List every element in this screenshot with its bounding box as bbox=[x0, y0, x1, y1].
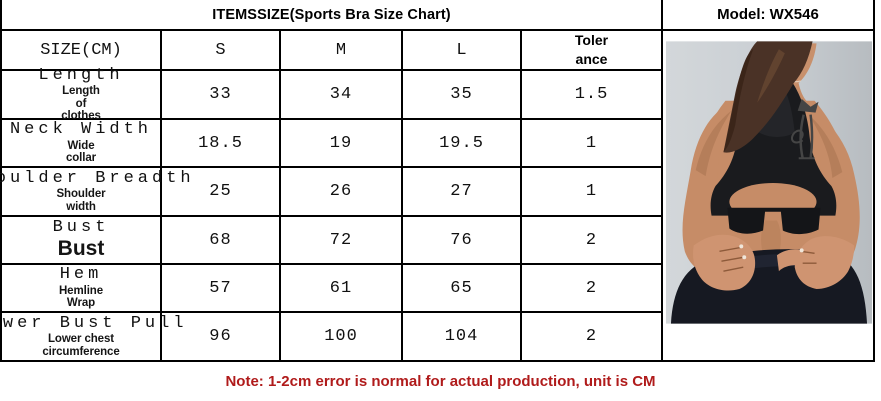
row-label-sub: Hemline bbox=[58, 284, 104, 297]
model-hair bbox=[723, 41, 813, 153]
row-label-sub: Wrap bbox=[66, 297, 96, 310]
size-chart-table: ITEMSSIZE(Sports Bra Size Chart) Model: … bbox=[0, 0, 875, 362]
row-label-bust: Bust Bust bbox=[2, 217, 162, 265]
cell-length-l: 35 bbox=[403, 71, 522, 120]
cell-hem-m: 61 bbox=[281, 265, 403, 313]
tolerance-line1: Toler bbox=[574, 32, 609, 49]
row-label-sub: Lower chest bbox=[47, 333, 114, 346]
row-label-sub: Wide bbox=[67, 139, 95, 152]
row-label-shoulder-breadth: Shoulder Breadth Shoulder width bbox=[0, 168, 191, 217]
col-header-l: L bbox=[403, 31, 522, 71]
cell-bust-tolerance: 2 bbox=[522, 217, 663, 265]
model-hands bbox=[693, 234, 855, 291]
row-label-length: Length Length of clothes bbox=[2, 66, 162, 123]
cell-neck-width-tolerance: 1 bbox=[522, 120, 663, 168]
row-label-sub: of bbox=[75, 97, 87, 110]
cell-shoulder-breadth-tolerance: 1 bbox=[522, 168, 663, 217]
row-label-sub: collar bbox=[65, 152, 97, 165]
tolerance-line2: ance bbox=[575, 51, 608, 67]
row-label-main: Lower Bust Pull bbox=[0, 313, 188, 333]
row-label-sub: clothes bbox=[61, 110, 101, 123]
product-photo bbox=[666, 41, 872, 324]
production-note: Note: 1-2cm error is normal for actual p… bbox=[225, 373, 656, 390]
row-label-sub: Length bbox=[62, 85, 100, 98]
col-header-m: M bbox=[281, 31, 403, 71]
col-header-s: S bbox=[162, 31, 281, 71]
cell-bust-l: 76 bbox=[403, 217, 522, 265]
row-label-main: Hem bbox=[59, 265, 103, 285]
row-label-main: Neck Width bbox=[9, 120, 153, 140]
cell-length-m: 34 bbox=[281, 71, 403, 120]
row-label-main: Length bbox=[38, 65, 124, 85]
cat-tattoo bbox=[791, 98, 819, 160]
cell-neck-width-l: 19.5 bbox=[403, 120, 522, 168]
cell-lower-bust-pull-l: 104 bbox=[403, 313, 522, 362]
model-number: Model: WX546 bbox=[663, 0, 875, 31]
cell-lower-bust-pull-tolerance: 2 bbox=[522, 313, 663, 362]
col-header-size-cm: SIZE(CM) bbox=[2, 31, 162, 71]
chart-title: ITEMSSIZE(Sports Bra Size Chart) bbox=[2, 0, 663, 31]
row-label-main: Shoulder Breadth bbox=[0, 168, 195, 188]
product-photo-cell bbox=[663, 31, 875, 362]
row-label-sub: width bbox=[66, 200, 96, 213]
cell-shoulder-breadth-m: 26 bbox=[281, 168, 403, 217]
cell-hem-s: 57 bbox=[162, 265, 281, 313]
cell-length-s: 33 bbox=[162, 71, 281, 120]
cell-shoulder-breadth-l: 27 bbox=[403, 168, 522, 217]
cell-hem-l: 65 bbox=[403, 265, 522, 313]
cell-lower-bust-pull-s: 96 bbox=[162, 313, 281, 362]
row-label-hem: Hem Hemline Wrap bbox=[2, 265, 162, 313]
row-label-sub: Bust bbox=[57, 237, 105, 261]
cell-neck-width-m: 19 bbox=[281, 120, 403, 168]
cell-lower-bust-pull-m: 100 bbox=[281, 313, 403, 362]
col-header-tolerance: Toler ance bbox=[522, 31, 663, 71]
cell-length-tolerance: 1.5 bbox=[522, 71, 663, 120]
row-label-neck-width: Neck Width Wide collar bbox=[2, 120, 162, 168]
cell-shoulder-breadth-s: 25 bbox=[162, 168, 281, 217]
cell-hem-tolerance: 2 bbox=[522, 265, 663, 313]
row-label-main: Bust bbox=[52, 217, 110, 237]
bra-clasp bbox=[727, 207, 821, 235]
cell-bust-s: 68 bbox=[162, 217, 281, 265]
cell-bust-m: 72 bbox=[281, 217, 403, 265]
cell-neck-width-s: 18.5 bbox=[162, 120, 281, 168]
row-label-sub: circumference bbox=[42, 345, 120, 358]
row-label-lower-bust-pull: Lower Bust Pull Lower chest circumferenc… bbox=[0, 313, 184, 362]
row-label-sub: Shoulder bbox=[56, 188, 106, 201]
